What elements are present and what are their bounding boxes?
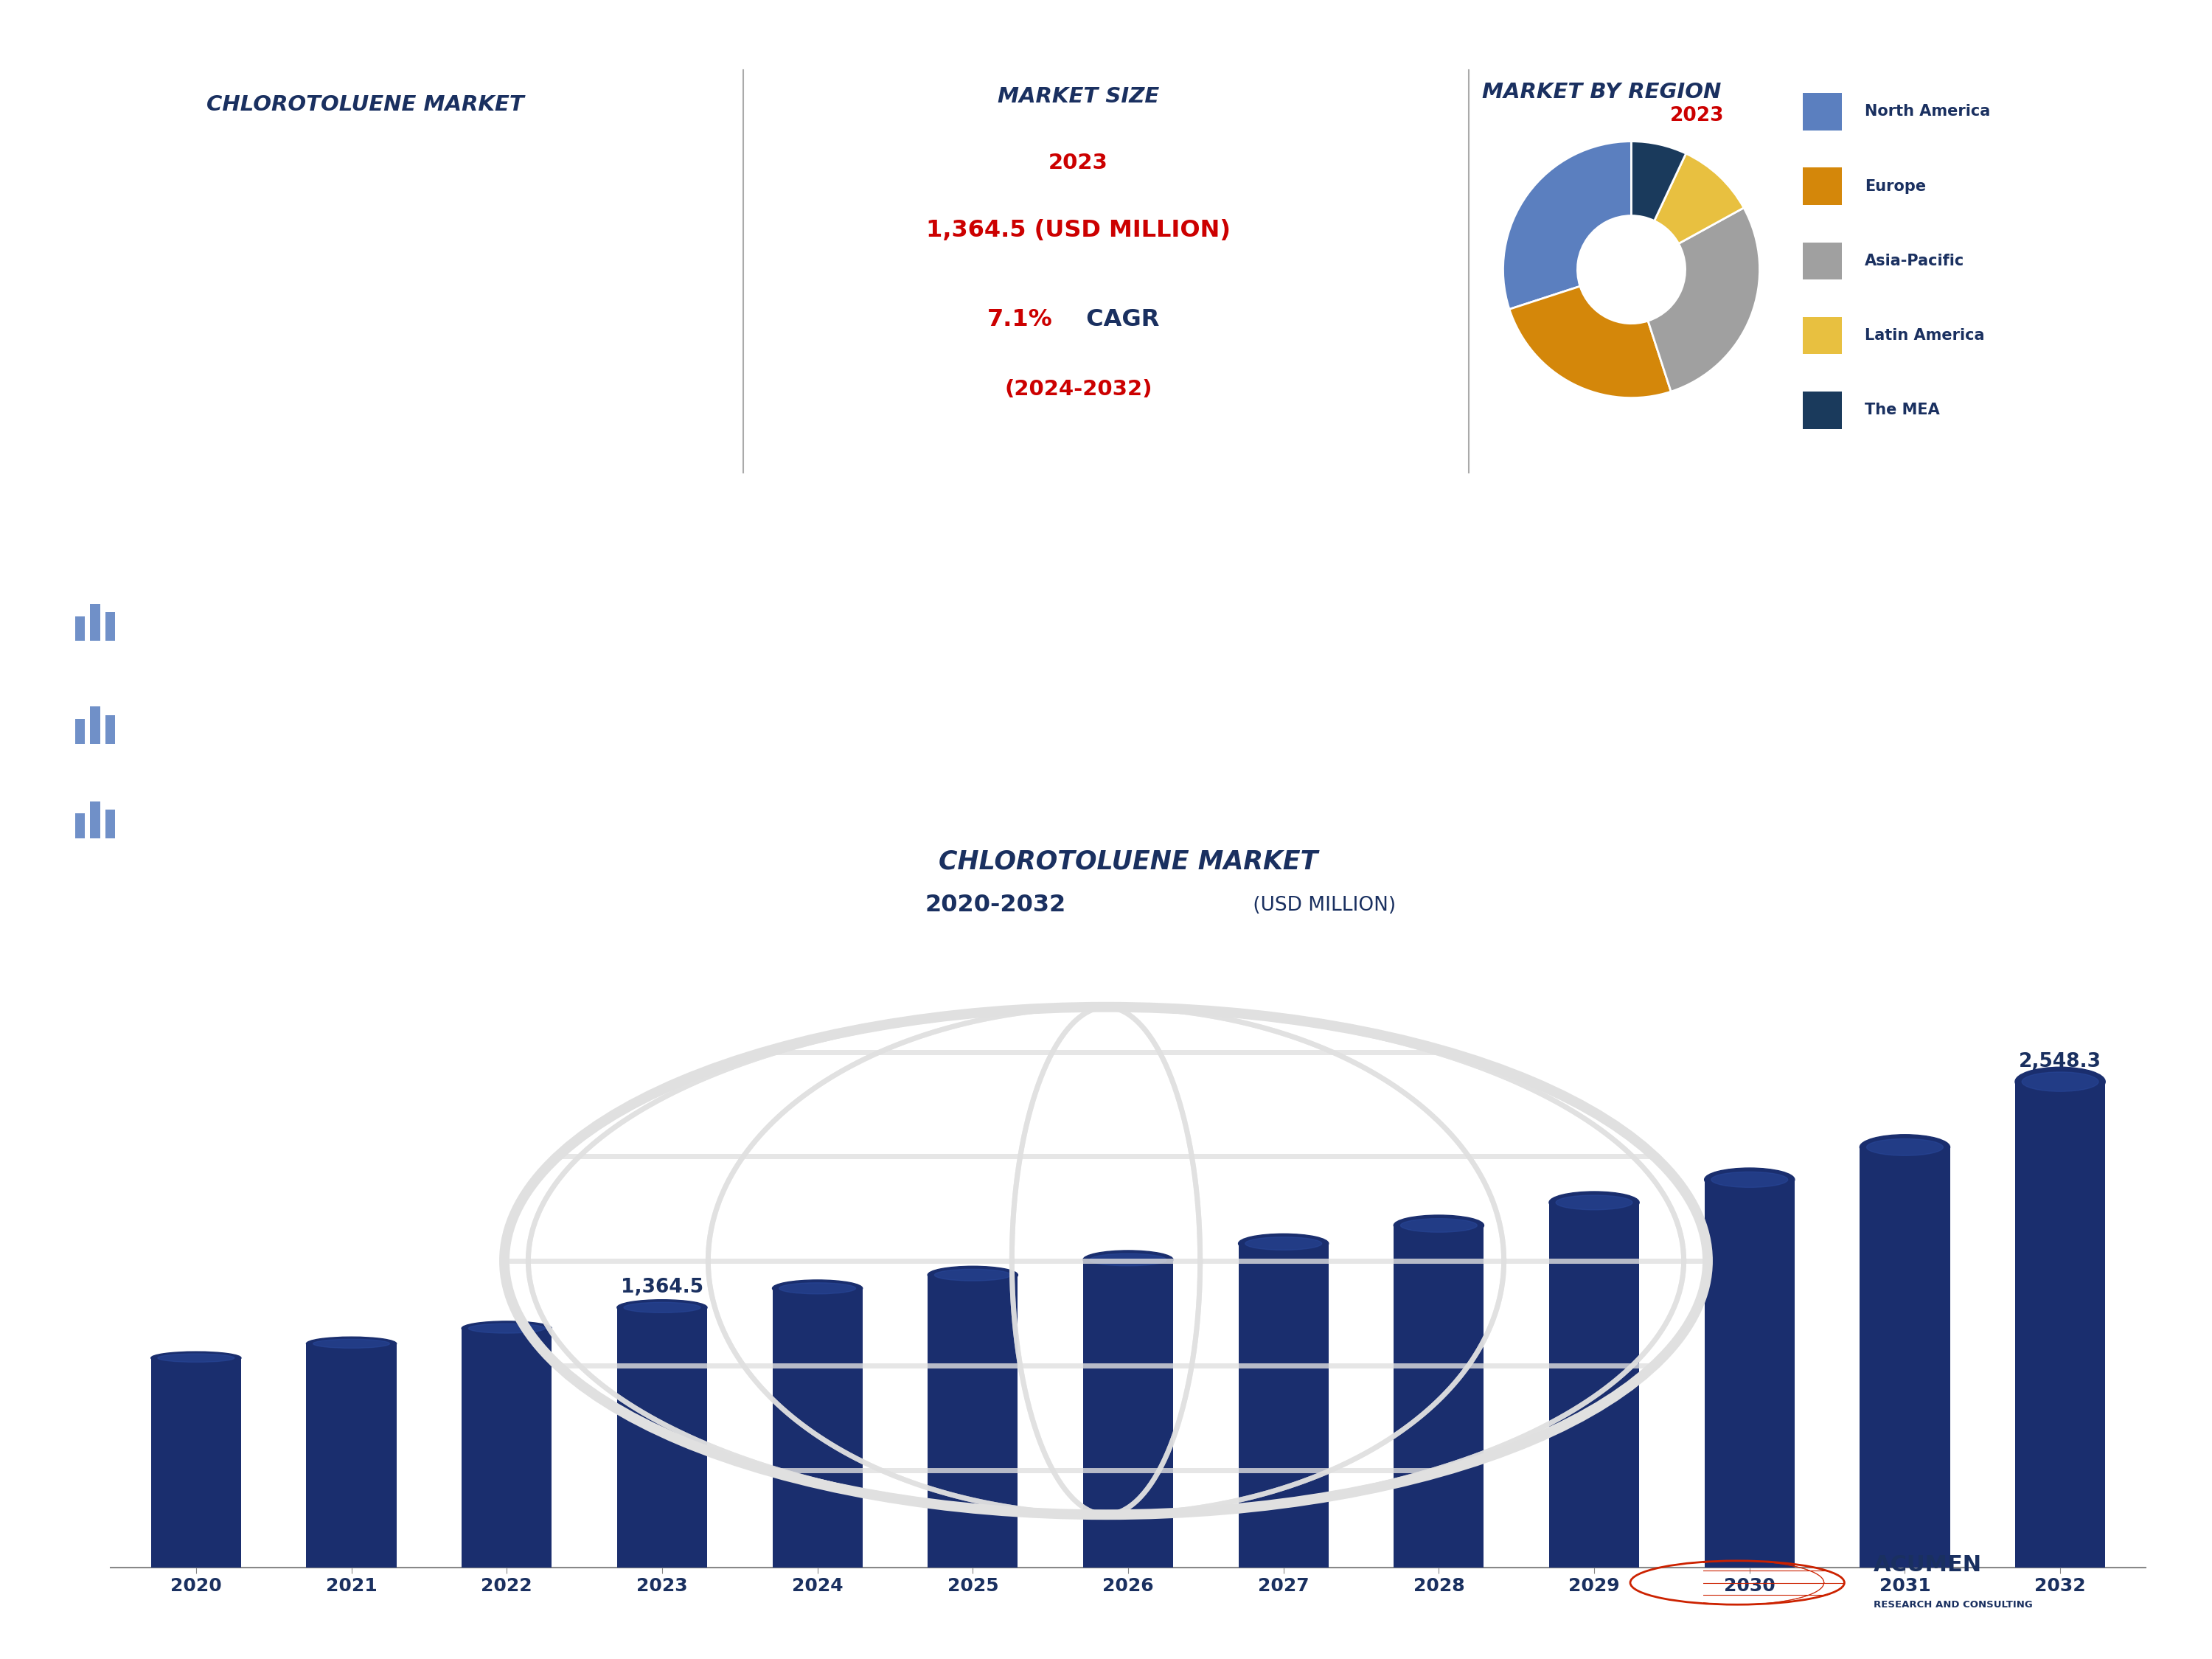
Bar (617, 1307, 708, 1568)
Ellipse shape (624, 1302, 701, 1312)
Text: Asia-Pacific: Asia-Pacific (1865, 254, 1964, 269)
Bar (1803, 317, 1840, 353)
Text: MARKET BY REGION: MARKET BY REGION (1482, 81, 1721, 103)
Text: (USD MILLION): (USD MILLION) (1248, 896, 1396, 914)
Bar (1548, 1203, 1639, 1568)
Text: 1,364.5 (USD MILLION): 1,364.5 (USD MILLION) (927, 219, 1230, 242)
Bar (2015, 1082, 2106, 1568)
Ellipse shape (469, 1324, 544, 1334)
Text: 1,364.5: 1,364.5 (622, 1277, 703, 1297)
Bar (462, 1329, 551, 1568)
Bar (1394, 1226, 1484, 1568)
Bar (91, 604, 100, 640)
Text: North America: North America (1865, 105, 1991, 119)
Bar (106, 612, 115, 640)
Text: INEOS,  Lanxess  Corporation,  Shimmer  Chemicals,  Jiangsu
Hongxing  Chemical, : INEOS, Lanxess Corporation, Shimmer Chem… (1374, 604, 1889, 705)
Wedge shape (1630, 141, 1686, 221)
Text: (2024-2032): (2024-2032) (1004, 378, 1152, 400)
Bar (1803, 93, 1840, 129)
Bar (1239, 1244, 1329, 1568)
Ellipse shape (1245, 1238, 1323, 1249)
Ellipse shape (1239, 1234, 1329, 1253)
Ellipse shape (462, 1321, 551, 1335)
Wedge shape (1504, 141, 1630, 309)
Wedge shape (1655, 154, 1743, 244)
Bar (106, 810, 115, 838)
Bar (91, 801, 100, 838)
Ellipse shape (1394, 1214, 1484, 1236)
Ellipse shape (1548, 1191, 1639, 1213)
Ellipse shape (2022, 1072, 2099, 1092)
Text: Growth in pharmaceutical and agrochemical sectors: Growth in pharmaceutical and agrochemica… (135, 821, 551, 836)
Bar (91, 707, 100, 743)
Ellipse shape (779, 1282, 856, 1294)
Text: Latin America: Latin America (1865, 328, 1984, 343)
Ellipse shape (1860, 1135, 1951, 1160)
Text: RESEARCH AND CONSULTING: RESEARCH AND CONSULTING (1874, 1599, 2033, 1609)
Text: Rising environmental regulations favoring cleaner production
methods: Rising environmental regulations favorin… (135, 624, 624, 660)
Text: Europe: Europe (1865, 179, 1927, 194)
Text: The MEA: The MEA (1865, 403, 1940, 418)
Ellipse shape (1400, 1219, 1478, 1233)
Text: CHLOROTOLUENE MARKET: CHLOROTOLUENE MARKET (938, 849, 1318, 874)
Ellipse shape (150, 1352, 241, 1364)
Bar (927, 1276, 1018, 1568)
Text: 2,548.3: 2,548.3 (2020, 1052, 2101, 1072)
Text: 7.1%: 7.1% (987, 309, 1053, 332)
Ellipse shape (1867, 1138, 1942, 1156)
Text: 2020-2032: 2020-2032 (925, 894, 1066, 917)
Ellipse shape (772, 1281, 863, 1297)
Ellipse shape (305, 1337, 396, 1350)
Wedge shape (1509, 287, 1670, 398)
Bar (106, 715, 115, 743)
Text: CAGR: CAGR (1079, 309, 1159, 332)
Bar (1803, 168, 1840, 204)
Text: 2023: 2023 (1048, 153, 1108, 173)
Ellipse shape (1084, 1251, 1172, 1269)
Text: KEY PLAYERS: KEY PLAYERS (1559, 529, 1703, 549)
Ellipse shape (157, 1354, 234, 1362)
Bar (1860, 1146, 1951, 1568)
Ellipse shape (1705, 1168, 1794, 1191)
Bar (1084, 1259, 1172, 1568)
Ellipse shape (2015, 1067, 2106, 1097)
Bar (305, 1344, 396, 1568)
Ellipse shape (1712, 1171, 1787, 1188)
Bar (75, 718, 84, 743)
Ellipse shape (1091, 1254, 1166, 1266)
Ellipse shape (933, 1269, 1011, 1281)
Bar (1803, 242, 1840, 279)
Text: MARKET SIZE: MARKET SIZE (998, 86, 1159, 106)
Text: ACUMEN: ACUMEN (1874, 1554, 1982, 1576)
Wedge shape (1648, 207, 1759, 392)
Text: 2023: 2023 (1670, 106, 1723, 124)
Ellipse shape (1555, 1194, 1632, 1209)
Bar (772, 1289, 863, 1568)
Bar (1803, 392, 1840, 428)
Bar (150, 1359, 241, 1568)
Text: CHLOROTOLUENE MARKET: CHLOROTOLUENE MARKET (206, 95, 524, 114)
Text: KEY DRIVERS: KEY DRIVERS (471, 529, 615, 549)
Text: Increasing demand for specialty chemicals: Increasing demand for specialty chemical… (135, 727, 476, 742)
Bar (1705, 1180, 1794, 1568)
Ellipse shape (314, 1339, 389, 1349)
Bar (75, 615, 84, 640)
Ellipse shape (927, 1266, 1018, 1284)
Ellipse shape (617, 1299, 708, 1316)
Bar (75, 813, 84, 838)
